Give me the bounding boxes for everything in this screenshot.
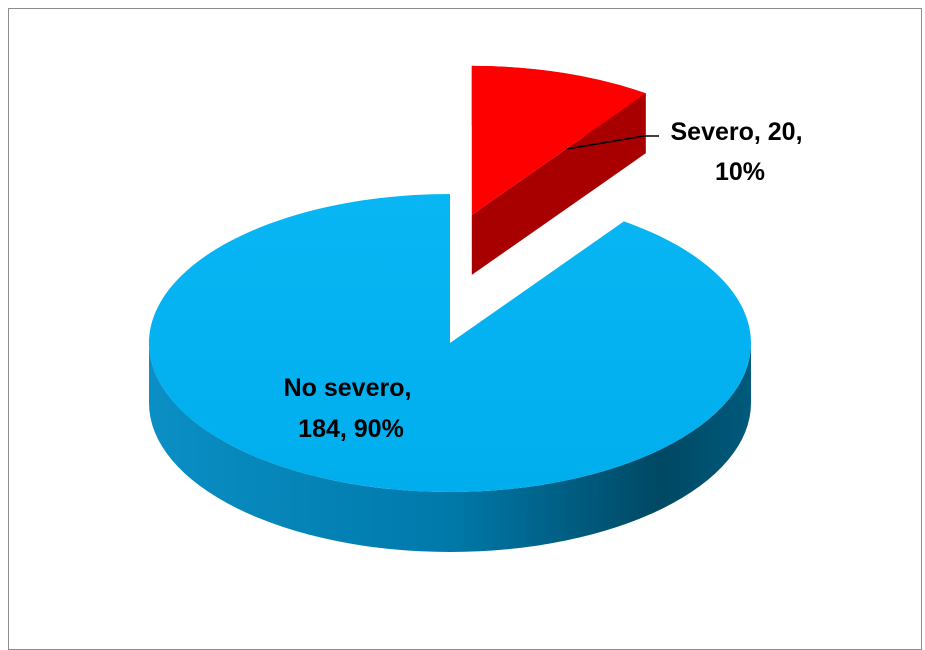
data-label-no-severo-line2: 184, 90% [298,415,404,443]
data-label-no-severo-line1: No severo, [284,374,412,402]
chart-area: Severo, 20, 10% No severo, 184, 90% [8,8,922,650]
data-label-severo-line2: 10% [715,158,765,186]
data-label-no-severo: No severo, 184, 90% [284,374,419,443]
pie-slice-cut-face-severo [471,93,646,275]
pie-slice-side-no-severo [149,343,751,552]
leader-line-severo [566,135,659,150]
pie-chart: Severo, 20, 10% No severo, 184, 90% [148,65,810,552]
pie-slice-severo[interactable] [471,65,646,215]
data-label-severo: Severo, 20, 10% [671,118,810,186]
data-label-severo-line1: Severo, 20, [671,118,803,146]
pie-slice-no-severo[interactable] [148,194,751,493]
